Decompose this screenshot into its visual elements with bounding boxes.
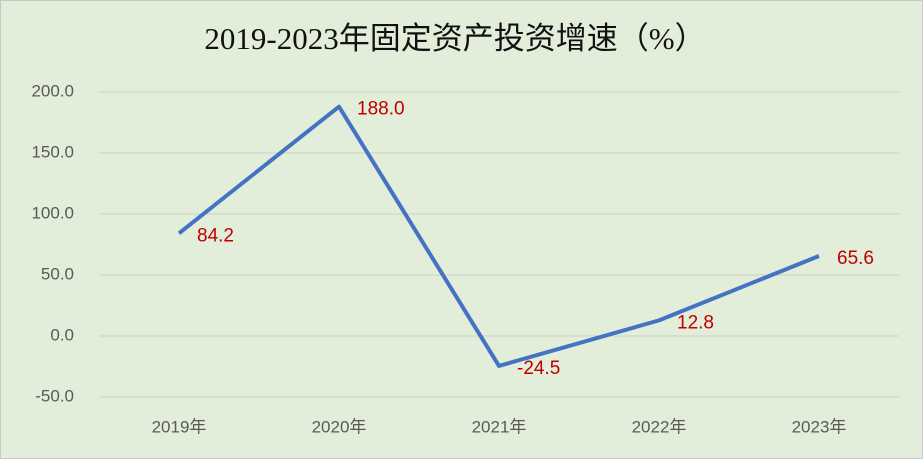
data-label: -24.5 [517, 358, 560, 379]
y-tick-label: 200.0 [31, 81, 74, 100]
x-tick-label: 2021年 [472, 417, 527, 436]
data-label: 188.0 [357, 99, 405, 120]
data-label: 65.6 [837, 248, 874, 269]
y-tick-label: 100.0 [31, 203, 74, 222]
chart-title: 2019-2023年固定资产投资增速（%） [204, 21, 705, 56]
data-label: 12.8 [677, 312, 714, 333]
x-tick-label: 2020年 [312, 417, 367, 436]
x-tick-label: 2023年 [792, 417, 847, 436]
y-tick-label: -50.0 [35, 386, 74, 405]
y-tick-label: 0.0 [50, 325, 74, 344]
x-tick-label: 2019年 [152, 417, 207, 436]
y-tick-label: 150.0 [31, 142, 74, 161]
data-label: 84.2 [197, 225, 234, 246]
data-line [177, 104, 820, 368]
y-tick-label: 50.0 [41, 264, 74, 283]
x-tick-label: 2022年 [632, 417, 687, 436]
